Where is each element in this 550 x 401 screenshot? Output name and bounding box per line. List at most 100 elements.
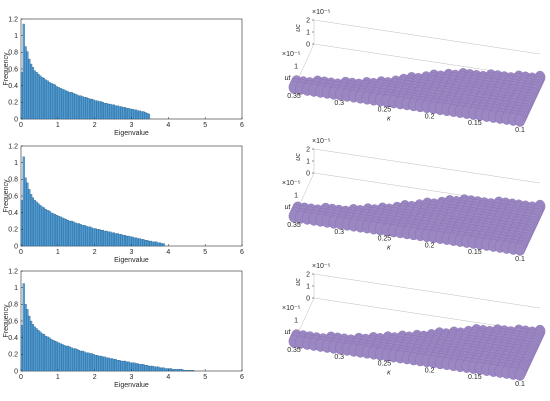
histogram-bar <box>52 213 55 247</box>
x-tick-label: 5 <box>203 122 207 129</box>
x-axis-label: Eigenvalue <box>114 382 149 389</box>
z-axis-label: uc <box>295 278 302 286</box>
histogram-bar <box>30 320 33 372</box>
histogram-bar <box>120 360 123 372</box>
histogram-bar <box>149 365 152 372</box>
histogram-bar <box>28 315 31 372</box>
histogram-bar <box>96 229 99 247</box>
x-tick-label: 0.35 <box>287 93 301 100</box>
x-tick-label: 0.25 <box>378 361 392 368</box>
histogram-bar <box>63 345 66 372</box>
histogram-bar <box>52 83 55 120</box>
histogram-bar <box>72 221 75 247</box>
histogram-bar <box>35 328 38 372</box>
y-exponent-label: ×10⁻⁵ <box>282 305 301 312</box>
histogram-bar <box>31 197 35 247</box>
histogram-bar <box>144 112 147 120</box>
histogram-bar <box>42 207 46 247</box>
histogram-bar <box>107 357 110 372</box>
scatter-points <box>288 324 546 381</box>
histogram-bar <box>138 110 141 120</box>
z-exponent-label: ×10⁻⁵ <box>312 138 331 145</box>
x-tick-label: 5 <box>203 374 207 381</box>
histogram-bar <box>136 238 139 247</box>
histogram-bar <box>140 111 143 120</box>
scatter-points <box>288 194 546 256</box>
histogram-bar <box>112 232 116 247</box>
histogram-bar <box>37 330 40 372</box>
x-tick-label: 6 <box>240 249 244 256</box>
histogram-bar <box>24 46 27 120</box>
y-tick-label: 0 <box>14 368 18 375</box>
histogram-bar <box>175 369 178 372</box>
x-tick-label: 0.1 <box>515 256 525 263</box>
histogram-bar <box>109 103 112 120</box>
histogram-bar <box>105 230 108 247</box>
histogram-bar <box>26 182 29 247</box>
histogram-bar <box>35 201 38 247</box>
y-axis-label: ut <box>285 75 292 82</box>
y-tick-label: 0.6 <box>8 66 18 73</box>
x-tick-label: 0 <box>19 249 23 256</box>
y-tick-label: 0.2 <box>8 227 18 234</box>
x-tick-label: 0.15 <box>468 120 482 127</box>
x-tick-label: 2 <box>93 122 97 129</box>
x-tick-label: 6 <box>240 122 244 129</box>
histogram-bar <box>118 106 121 120</box>
histogram-bar <box>81 96 84 120</box>
histogram-bar <box>68 220 71 247</box>
histogram-bar <box>30 194 33 247</box>
z-tick-label: 1 <box>306 158 310 165</box>
histogram-bar <box>131 236 134 247</box>
histogram-bar <box>81 350 84 372</box>
histogram-bar <box>182 370 186 372</box>
x-tick-label: 2 <box>93 249 97 256</box>
histogram-bar <box>111 104 114 120</box>
histogram-bar <box>129 362 132 372</box>
x-tick-label: 6 <box>240 374 244 381</box>
histogram-bar <box>144 240 147 247</box>
histogram-bar <box>100 230 103 247</box>
histogram-bar <box>149 240 152 247</box>
z-tick-label: 1 <box>306 29 310 36</box>
x-tick-label: 1 <box>56 374 60 381</box>
x-tick-label: 0 <box>19 122 23 129</box>
histogram-bar <box>157 242 160 247</box>
histogram-bar <box>107 103 110 120</box>
histogram-bar <box>70 92 73 120</box>
histogram-bar <box>92 354 95 372</box>
histogram-bar <box>26 51 29 120</box>
histogram-bar <box>79 350 82 372</box>
histogram-bar <box>57 87 60 120</box>
y-tick-label: 1 <box>294 317 298 324</box>
histogram-bar <box>127 235 130 247</box>
histogram-bar <box>77 350 81 372</box>
x-tick-label: 0.3 <box>334 100 344 107</box>
histogram-bar <box>50 339 53 372</box>
histogram-bar <box>50 83 53 120</box>
histogram-bar <box>166 368 169 372</box>
z-exponent-label: ×10⁻⁵ <box>312 263 331 270</box>
y-tick-label: 0.8 <box>8 302 18 309</box>
z-tick-label: 0 <box>306 41 310 48</box>
histogram-bar <box>124 360 127 372</box>
histogram-bar <box>33 70 36 120</box>
histogram-bar <box>98 101 101 120</box>
histogram-bar <box>63 218 66 247</box>
histogram-bar <box>179 369 182 372</box>
histogram-bar <box>37 73 40 120</box>
histogram-bar <box>41 333 44 372</box>
histogram-bar <box>48 337 51 372</box>
histogram-bar <box>81 225 84 247</box>
histogram-bar <box>74 93 77 120</box>
histogram-bar <box>54 340 57 372</box>
x-tick-label: 0.25 <box>378 107 392 114</box>
histogram-bar <box>105 103 108 120</box>
histogram-bar <box>111 232 114 247</box>
histogram-bar <box>55 341 58 372</box>
histogram-bar <box>98 229 101 247</box>
histogram-bar <box>103 230 106 247</box>
histogram-bar <box>111 358 114 372</box>
histogram-bar <box>125 108 128 120</box>
